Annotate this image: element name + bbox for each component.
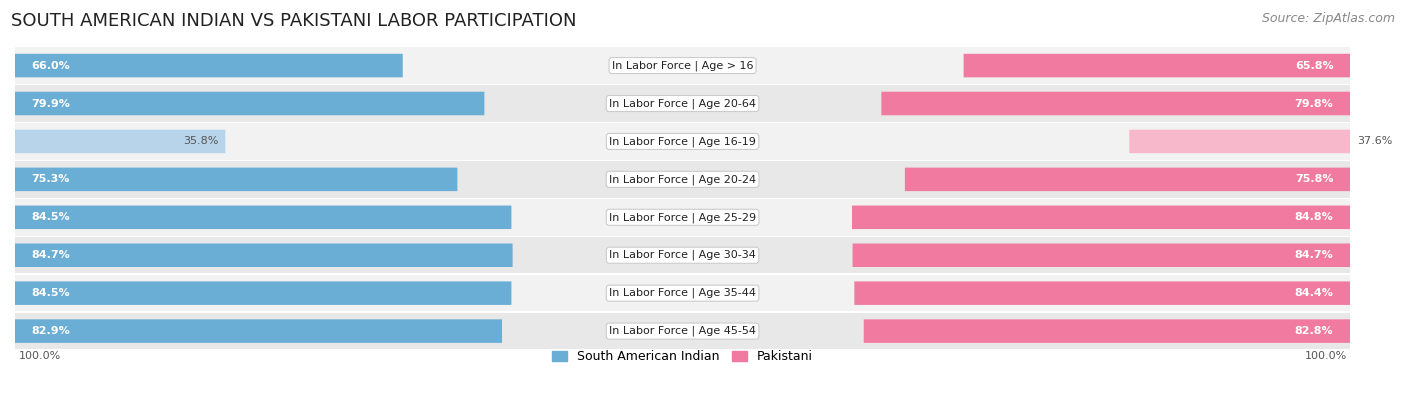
Text: 100.0%: 100.0% bbox=[1305, 351, 1347, 361]
Text: 66.0%: 66.0% bbox=[32, 60, 70, 71]
FancyBboxPatch shape bbox=[1129, 130, 1350, 153]
FancyBboxPatch shape bbox=[15, 281, 512, 305]
Text: In Labor Force | Age 30-34: In Labor Force | Age 30-34 bbox=[609, 250, 756, 260]
Text: In Labor Force | Age > 16: In Labor Force | Age > 16 bbox=[612, 60, 754, 71]
Text: 37.6%: 37.6% bbox=[1357, 136, 1392, 147]
Text: In Labor Force | Age 20-64: In Labor Force | Age 20-64 bbox=[609, 98, 756, 109]
Bar bbox=[15, 199, 1350, 235]
FancyBboxPatch shape bbox=[882, 92, 1350, 115]
Text: In Labor Force | Age 35-44: In Labor Force | Age 35-44 bbox=[609, 288, 756, 298]
Legend: South American Indian, Pakistani: South American Indian, Pakistani bbox=[547, 345, 818, 368]
Text: 84.4%: 84.4% bbox=[1295, 288, 1333, 298]
FancyBboxPatch shape bbox=[15, 243, 513, 267]
FancyBboxPatch shape bbox=[963, 54, 1350, 77]
FancyBboxPatch shape bbox=[15, 92, 485, 115]
Text: Source: ZipAtlas.com: Source: ZipAtlas.com bbox=[1261, 12, 1395, 25]
Bar bbox=[15, 123, 1350, 160]
FancyBboxPatch shape bbox=[15, 319, 502, 343]
FancyBboxPatch shape bbox=[863, 319, 1350, 343]
Text: 84.5%: 84.5% bbox=[32, 212, 70, 222]
Bar bbox=[15, 85, 1350, 122]
FancyBboxPatch shape bbox=[852, 205, 1350, 229]
Text: 35.8%: 35.8% bbox=[183, 136, 219, 147]
Bar bbox=[15, 237, 1350, 273]
Text: In Labor Force | Age 25-29: In Labor Force | Age 25-29 bbox=[609, 212, 756, 222]
Text: 82.8%: 82.8% bbox=[1295, 326, 1333, 336]
Text: In Labor Force | Age 20-24: In Labor Force | Age 20-24 bbox=[609, 174, 756, 184]
Text: 84.8%: 84.8% bbox=[1295, 212, 1333, 222]
Text: 79.8%: 79.8% bbox=[1295, 98, 1333, 109]
Bar bbox=[15, 161, 1350, 198]
Text: 75.8%: 75.8% bbox=[1295, 174, 1333, 184]
FancyBboxPatch shape bbox=[15, 130, 225, 153]
Text: 100.0%: 100.0% bbox=[18, 351, 60, 361]
Bar bbox=[15, 47, 1350, 84]
Bar bbox=[15, 275, 1350, 311]
FancyBboxPatch shape bbox=[15, 167, 457, 191]
FancyBboxPatch shape bbox=[905, 167, 1350, 191]
Text: 84.7%: 84.7% bbox=[32, 250, 70, 260]
Text: 84.7%: 84.7% bbox=[1295, 250, 1333, 260]
Text: SOUTH AMERICAN INDIAN VS PAKISTANI LABOR PARTICIPATION: SOUTH AMERICAN INDIAN VS PAKISTANI LABOR… bbox=[11, 12, 576, 30]
FancyBboxPatch shape bbox=[855, 281, 1350, 305]
Text: 79.9%: 79.9% bbox=[32, 98, 70, 109]
Text: 84.5%: 84.5% bbox=[32, 288, 70, 298]
Text: 75.3%: 75.3% bbox=[32, 174, 70, 184]
FancyBboxPatch shape bbox=[15, 54, 402, 77]
Text: In Labor Force | Age 16-19: In Labor Force | Age 16-19 bbox=[609, 136, 756, 147]
Text: In Labor Force | Age 45-54: In Labor Force | Age 45-54 bbox=[609, 326, 756, 337]
Text: 65.8%: 65.8% bbox=[1295, 60, 1333, 71]
FancyBboxPatch shape bbox=[852, 243, 1350, 267]
Text: 82.9%: 82.9% bbox=[32, 326, 70, 336]
FancyBboxPatch shape bbox=[15, 205, 512, 229]
Bar bbox=[15, 313, 1350, 349]
